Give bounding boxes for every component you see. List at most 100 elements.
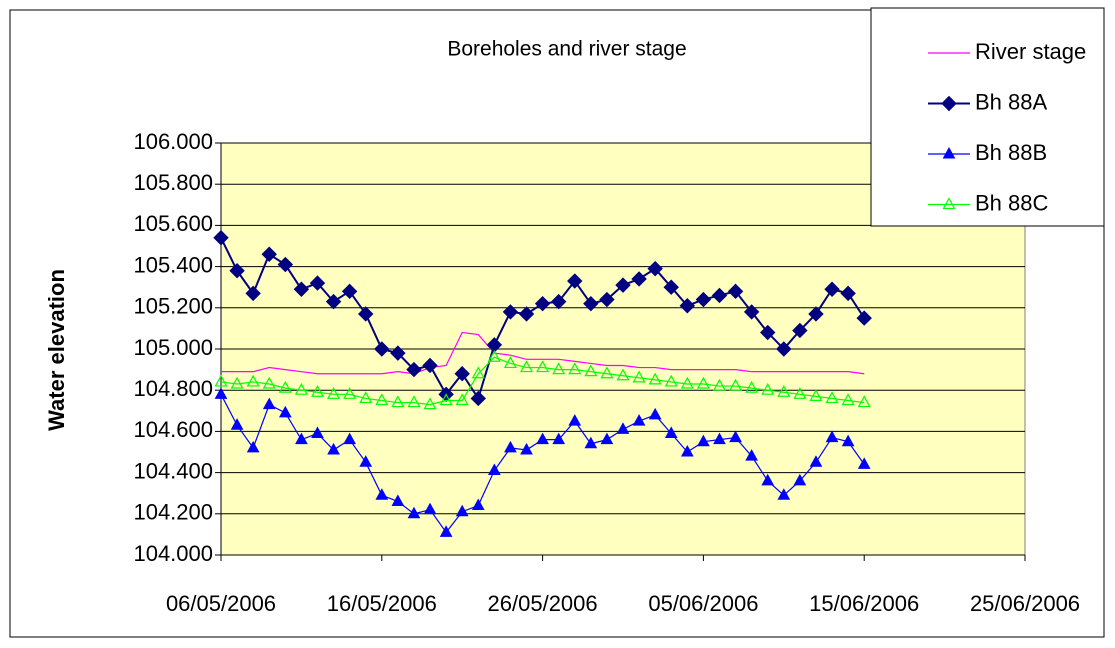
data-point	[647, 260, 663, 277]
data-point	[631, 271, 647, 287]
x-tick-label: 06/05/2006	[166, 591, 276, 616]
data-point	[857, 457, 871, 469]
data-point	[455, 504, 469, 517]
data-point	[311, 426, 324, 438]
data-point	[552, 432, 566, 445]
data-point	[857, 395, 871, 408]
data-point	[470, 390, 486, 407]
data-point	[711, 287, 728, 304]
data-point	[809, 455, 823, 467]
series-line	[221, 331, 865, 375]
legend-label: River stage	[975, 39, 1086, 64]
data-point	[359, 391, 373, 404]
legend-marker	[942, 197, 956, 210]
x-tick-label: 26/05/2006	[488, 591, 598, 616]
y-tick-label: 105.800	[133, 170, 213, 195]
data-point	[583, 295, 599, 312]
data-point	[745, 380, 759, 393]
data-point	[825, 430, 839, 443]
data-point	[359, 455, 373, 467]
data-point	[407, 395, 421, 408]
data-point	[760, 324, 776, 341]
data-point	[727, 283, 744, 300]
data-point	[695, 291, 712, 308]
data-point	[246, 374, 260, 387]
data-point	[663, 279, 679, 295]
y-tick-label: 104.200	[133, 500, 213, 525]
data-point	[712, 378, 726, 391]
data-point	[341, 283, 358, 300]
data-point	[761, 382, 775, 395]
data-point	[648, 407, 662, 420]
data-point	[406, 361, 422, 378]
data-point	[729, 430, 742, 443]
data-point	[471, 498, 485, 511]
data-point	[568, 414, 582, 426]
data-point	[792, 322, 808, 339]
data-point	[439, 393, 453, 406]
data-point	[777, 385, 791, 397]
data-point	[407, 506, 421, 519]
data-point	[584, 364, 598, 377]
data-point	[245, 285, 261, 302]
data-point	[552, 362, 566, 375]
y-tick-label: 104.000	[133, 541, 213, 566]
data-point	[568, 362, 582, 375]
y-tick-label: 104.600	[133, 417, 213, 442]
data-point	[745, 449, 758, 461]
data-point	[327, 387, 341, 399]
data-point	[454, 366, 470, 382]
data-point	[488, 463, 501, 476]
legend	[870, 7, 1105, 227]
data-point	[229, 263, 245, 279]
data-point	[278, 380, 292, 393]
data-point	[422, 357, 438, 374]
data-point	[503, 356, 517, 369]
y-tick-label: 106.000	[133, 129, 213, 154]
x-tick-label: 25/06/2006	[970, 591, 1080, 616]
data-point	[343, 387, 357, 399]
data-point	[214, 387, 228, 399]
data-point	[520, 360, 534, 373]
data-point	[375, 393, 389, 406]
data-point	[358, 306, 374, 322]
data-point	[487, 349, 501, 362]
x-tick-label: 16/05/2006	[327, 591, 437, 616]
data-point	[680, 444, 694, 457]
y-tick-label: 105.400	[133, 252, 213, 277]
data-point	[423, 397, 437, 410]
x-tick-label: 05/06/2006	[648, 591, 758, 616]
data-point	[632, 370, 646, 383]
data-point	[230, 376, 244, 389]
data-point	[534, 295, 551, 312]
data-point	[293, 281, 310, 297]
legend-marker	[941, 95, 957, 112]
y-tick-label: 104.800	[133, 376, 213, 401]
data-point	[680, 376, 694, 389]
data-point	[600, 366, 614, 379]
data-point	[375, 488, 389, 500]
data-point	[632, 414, 646, 426]
data-point	[599, 291, 615, 308]
y-tick-label: 105.000	[133, 335, 213, 360]
data-point	[856, 310, 872, 326]
data-point	[439, 525, 453, 537]
data-point	[423, 502, 437, 515]
data-point	[615, 277, 631, 293]
series-line	[220, 356, 865, 406]
data-point	[246, 440, 260, 453]
data-point	[502, 304, 519, 320]
data-point	[343, 432, 356, 445]
data-point	[391, 395, 405, 408]
data-point	[600, 432, 614, 445]
data-point	[536, 432, 549, 445]
y-tick-label: 105.600	[133, 211, 213, 236]
data-point	[262, 376, 276, 389]
data-point	[213, 230, 229, 246]
chart-title: Boreholes and river stage	[447, 38, 686, 61]
data-point	[214, 374, 228, 387]
legend-marker	[942, 146, 956, 159]
x-tick-label: 15/06/2006	[809, 591, 919, 616]
legend-label: Bh 88A	[975, 89, 1047, 114]
